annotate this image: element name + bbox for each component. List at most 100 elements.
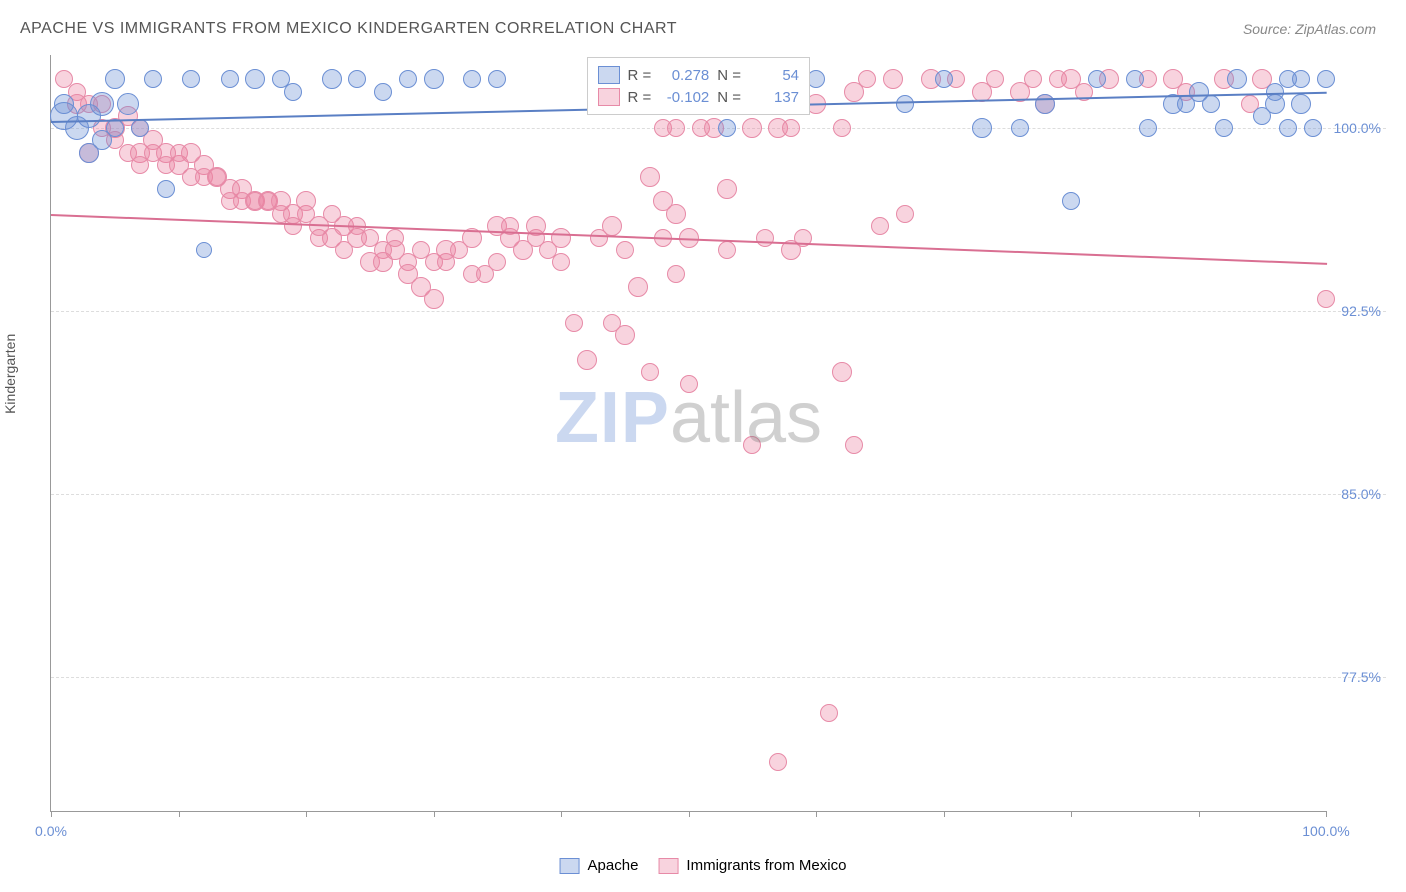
mexico-point — [667, 265, 685, 283]
apache-point — [117, 93, 139, 115]
mexico-point — [628, 277, 648, 297]
apache-point — [245, 69, 265, 89]
apache-point — [1139, 119, 1157, 137]
apache-point — [424, 69, 444, 89]
y-axis-label: Kindergarten — [2, 334, 18, 414]
mexico-point — [615, 325, 635, 345]
apache-point — [1215, 119, 1233, 137]
y-tick-label: 77.5% — [1341, 669, 1381, 685]
plot-area: ZIPatlas R = 0.278 N = 54 R = -0.102 N =… — [50, 55, 1326, 812]
source-attribution: Source: ZipAtlas.com — [1243, 21, 1376, 37]
mexico-point — [717, 179, 737, 199]
r-label: R = — [628, 89, 652, 106]
legend-row-apache: R = 0.278 N = 54 — [598, 64, 800, 86]
mexico-point — [896, 205, 914, 223]
x-tick — [689, 811, 690, 817]
mexico-point — [1024, 70, 1042, 88]
n-label: N = — [717, 89, 741, 106]
apache-point — [348, 70, 366, 88]
chart-title: APACHE VS IMMIGRANTS FROM MEXICO KINDERG… — [20, 20, 677, 38]
n-label: N = — [717, 67, 741, 84]
mexico-point — [577, 350, 597, 370]
apache-point — [105, 69, 125, 89]
apache-r-value: 0.278 — [659, 67, 709, 84]
x-tick — [944, 811, 945, 817]
legend-item-mexico: Immigrants from Mexico — [658, 857, 846, 874]
apache-point — [399, 70, 417, 88]
apache-point — [1011, 119, 1029, 137]
mexico-point — [833, 119, 851, 137]
mexico-point — [640, 167, 660, 187]
apache-point — [106, 119, 124, 137]
apache-point — [1035, 94, 1055, 114]
mexico-point — [820, 704, 838, 722]
x-tick — [1071, 811, 1072, 817]
apache-point — [896, 95, 914, 113]
apache-point — [1202, 95, 1220, 113]
y-tick-label: 92.5% — [1341, 303, 1381, 319]
x-tick-label: 0.0% — [35, 823, 67, 839]
legend-row-mexico: R = -0.102 N = 137 — [598, 86, 800, 108]
apache-point — [1304, 119, 1322, 137]
legend-swatch-apache — [598, 66, 620, 84]
x-tick — [306, 811, 307, 817]
chart-container: ZIPatlas R = 0.278 N = 54 R = -0.102 N =… — [50, 55, 1386, 832]
mexico-point — [782, 119, 800, 137]
apache-point — [157, 180, 175, 198]
x-tick — [816, 811, 817, 817]
apache-point — [221, 70, 239, 88]
mexico-point — [552, 253, 570, 271]
x-tick — [51, 811, 52, 817]
x-tick — [1199, 811, 1200, 817]
mexico-point — [1317, 290, 1335, 308]
mexico-point — [680, 375, 698, 393]
mexico-point — [845, 436, 863, 454]
legend-swatch-mexico — [598, 88, 620, 106]
apache-point — [1292, 70, 1310, 88]
mexico-point — [871, 217, 889, 235]
mexico-point — [742, 118, 762, 138]
y-tick-label: 85.0% — [1341, 486, 1381, 502]
mexico-point — [551, 228, 571, 248]
apache-point — [1317, 70, 1335, 88]
legend-swatch-mexico — [658, 858, 678, 874]
mexico-point — [488, 253, 506, 271]
mexico-point — [756, 229, 774, 247]
apache-point — [972, 118, 992, 138]
mexico-trend-line — [51, 214, 1327, 265]
mexico-point — [666, 204, 686, 224]
grid-line — [51, 677, 1386, 678]
apache-n-value: 54 — [749, 67, 799, 84]
apache-point — [1291, 94, 1311, 114]
apache-point — [1279, 119, 1297, 137]
grid-line — [51, 311, 1386, 312]
apache-point — [284, 83, 302, 101]
x-tick — [561, 811, 562, 817]
mexico-point — [641, 363, 659, 381]
apache-point — [935, 70, 953, 88]
legend-label-mexico: Immigrants from Mexico — [686, 857, 846, 874]
mexico-n-value: 137 — [749, 89, 799, 106]
mexico-point — [883, 69, 903, 89]
apache-point — [488, 70, 506, 88]
watermark-zip: ZIP — [555, 378, 670, 458]
apache-point — [182, 70, 200, 88]
apache-point — [322, 69, 342, 89]
y-tick-label: 100.0% — [1334, 120, 1381, 136]
mexico-point — [718, 241, 736, 259]
apache-point — [1062, 192, 1080, 210]
legend-swatch-apache — [560, 858, 580, 874]
r-label: R = — [628, 67, 652, 84]
legend-item-apache: Apache — [560, 857, 639, 874]
apache-point — [374, 83, 392, 101]
mexico-point — [424, 289, 444, 309]
apache-point — [144, 70, 162, 88]
mexico-point — [667, 119, 685, 137]
mexico-point — [743, 436, 761, 454]
x-tick — [179, 811, 180, 817]
apache-point — [196, 242, 212, 258]
mexico-point — [602, 216, 622, 236]
x-tick-label: 100.0% — [1302, 823, 1349, 839]
x-tick — [1326, 811, 1327, 817]
mexico-point — [565, 314, 583, 332]
